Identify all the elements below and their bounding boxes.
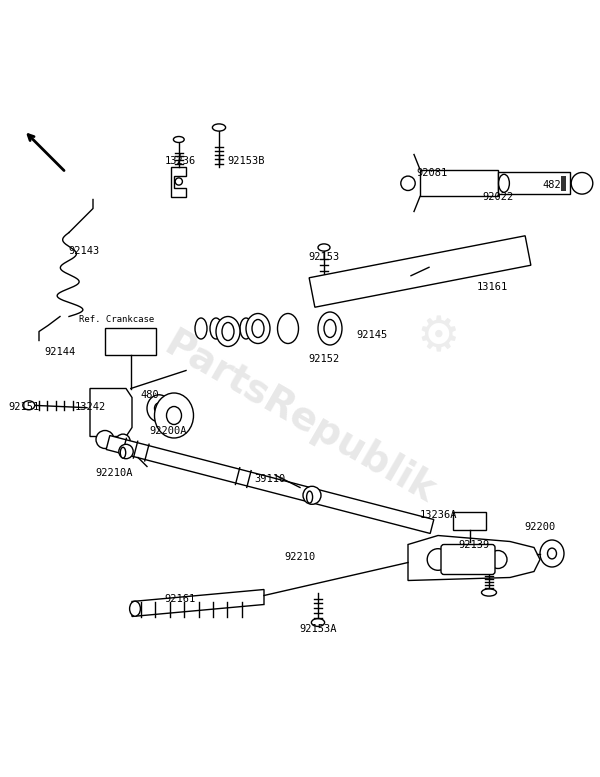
Text: PartsRepublik: PartsRepublik (158, 326, 442, 511)
Text: 480: 480 (140, 389, 160, 399)
Text: 92153A: 92153A (299, 623, 337, 633)
Text: 92200A: 92200A (149, 426, 187, 435)
Text: 92200: 92200 (524, 521, 556, 531)
Polygon shape (132, 590, 264, 616)
Ellipse shape (311, 618, 325, 626)
Ellipse shape (212, 124, 226, 131)
Text: 92210: 92210 (284, 552, 316, 562)
Text: 92151: 92151 (8, 402, 40, 412)
Polygon shape (106, 436, 434, 534)
Ellipse shape (240, 318, 252, 339)
Circle shape (96, 430, 114, 448)
Text: 39110: 39110 (254, 473, 286, 483)
Polygon shape (90, 388, 132, 437)
Text: 92153B: 92153B (227, 155, 265, 166)
Circle shape (571, 172, 593, 194)
Text: 92152: 92152 (308, 354, 340, 364)
Ellipse shape (216, 316, 240, 347)
Text: 13242: 13242 (74, 402, 106, 412)
Ellipse shape (318, 312, 342, 345)
Circle shape (427, 549, 449, 570)
Text: 92145: 92145 (356, 329, 388, 340)
Text: 92139: 92139 (458, 539, 490, 549)
Ellipse shape (255, 318, 267, 339)
Circle shape (303, 486, 321, 504)
Polygon shape (420, 169, 498, 197)
Circle shape (116, 434, 130, 448)
Text: 13236: 13236 (164, 155, 196, 166)
Bar (498, 172, 570, 193)
Text: 13236A: 13236A (419, 510, 457, 520)
Ellipse shape (167, 406, 182, 424)
Polygon shape (309, 235, 531, 307)
Text: 92143: 92143 (68, 246, 100, 256)
Ellipse shape (147, 395, 171, 422)
Text: 92081: 92081 (416, 168, 448, 177)
Ellipse shape (246, 313, 270, 343)
FancyBboxPatch shape (441, 545, 495, 574)
Ellipse shape (540, 540, 564, 567)
Circle shape (119, 444, 133, 458)
Ellipse shape (120, 448, 126, 458)
Bar (453, 511, 486, 529)
Ellipse shape (23, 401, 35, 409)
Ellipse shape (548, 548, 557, 559)
Circle shape (489, 550, 507, 569)
Polygon shape (408, 535, 540, 580)
Ellipse shape (195, 318, 207, 339)
Ellipse shape (225, 318, 237, 339)
Text: 92022: 92022 (482, 191, 514, 201)
Text: 92153: 92153 (308, 252, 340, 262)
Bar (105, 329, 156, 356)
Text: 13161: 13161 (476, 281, 508, 291)
Bar (561, 176, 566, 190)
Ellipse shape (155, 393, 193, 438)
Text: ⚙: ⚙ (416, 313, 460, 361)
Circle shape (175, 178, 182, 185)
Ellipse shape (307, 491, 313, 503)
Text: 92210A: 92210A (95, 468, 133, 478)
Ellipse shape (318, 244, 330, 251)
Ellipse shape (277, 313, 299, 343)
Ellipse shape (222, 322, 234, 340)
Ellipse shape (499, 174, 509, 192)
Text: 92161: 92161 (164, 594, 196, 604)
Circle shape (401, 176, 415, 190)
Ellipse shape (481, 589, 497, 596)
Text: 92144: 92144 (44, 347, 76, 357)
Ellipse shape (130, 601, 140, 616)
Ellipse shape (173, 137, 184, 142)
Polygon shape (171, 166, 186, 197)
Ellipse shape (324, 319, 336, 337)
Text: Ref. Crankcase: Ref. Crankcase (79, 315, 155, 324)
Text: 482: 482 (542, 179, 562, 190)
Ellipse shape (210, 318, 222, 339)
Ellipse shape (155, 403, 163, 413)
Ellipse shape (252, 319, 264, 337)
